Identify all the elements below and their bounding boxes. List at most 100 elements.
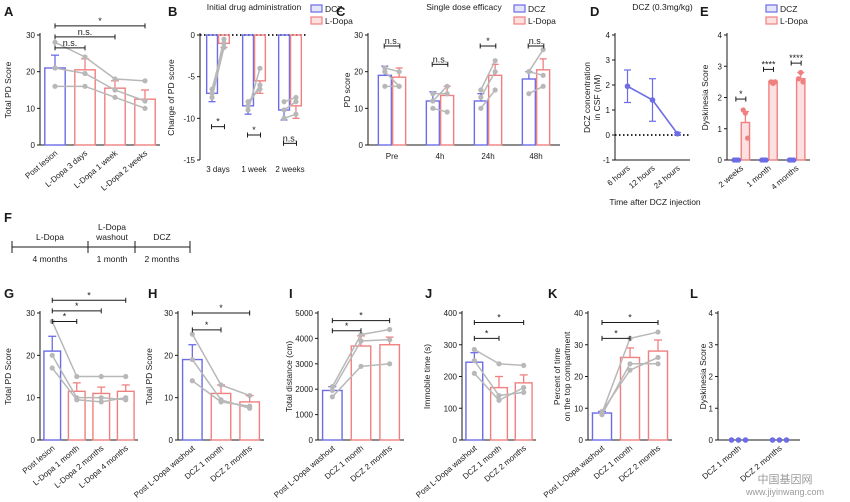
L-y-tick-label: 2 <box>709 373 714 382</box>
F-phase-label: DCZ <box>153 232 170 242</box>
A-y-tick-label: 10 <box>26 104 35 113</box>
A-y-axis-label: Total PD Score <box>3 61 13 118</box>
E-y-tick-label: 1 <box>718 125 723 134</box>
J-y-tick-label: 400 <box>444 309 458 318</box>
A-individual-point <box>82 70 88 77</box>
B-individual-point <box>293 99 299 105</box>
H-y-tick-label: 30 <box>164 309 173 318</box>
C-bar-dcz <box>521 78 537 146</box>
K-significance-label: * <box>628 313 632 323</box>
H-individual-point <box>189 378 195 384</box>
L-panel-letter: L <box>690 286 698 301</box>
E-data-point-ldopa <box>744 135 751 141</box>
B-category-label: 2 weeks <box>275 165 304 174</box>
B-y-axis-label: Change of PD score <box>166 59 176 136</box>
D-title: DCZ (0.3mg/kg) <box>632 2 693 12</box>
G-individual-point <box>98 399 104 405</box>
G-panel-letter: G <box>4 286 14 301</box>
A-individual-point <box>52 83 58 89</box>
J-individual-point <box>496 397 502 403</box>
legend-b-dcz-label: DCZ <box>325 4 342 14</box>
I-individual-point <box>358 338 364 344</box>
G-y-tick-label: 30 <box>26 309 35 318</box>
I-y-tick-label: 3000 <box>295 360 313 369</box>
C-bar-ldopa <box>439 94 455 146</box>
K-y-axis-label: Percent of time <box>552 348 562 405</box>
E-data-point-dcz <box>735 157 742 163</box>
J-y-tick-label: 300 <box>444 341 458 350</box>
H-significance-label: * <box>205 320 209 330</box>
G-individual-point <box>74 397 80 403</box>
B-bar-dcz <box>277 34 291 111</box>
B-individual-line <box>211 43 225 90</box>
G-significance-label: * <box>87 290 91 300</box>
E-category-label: 4 months <box>769 164 800 192</box>
G-individual-point <box>123 395 129 401</box>
legend-b: DCZ L-Dopa <box>310 4 353 26</box>
H-individual-point <box>189 356 195 363</box>
G-individual-point <box>123 373 129 380</box>
B-bar-ldopa <box>253 34 267 82</box>
J-individual-point <box>521 389 527 395</box>
B-y-tick-label: 0 <box>191 31 196 40</box>
A-individual-point <box>142 105 148 111</box>
A-individual-line <box>54 41 146 82</box>
E-significance-label: * <box>739 89 743 99</box>
L-category-label: DCZ 1 month <box>701 444 743 481</box>
H-y-tick-label: 0 <box>169 436 174 445</box>
G-y-tick-label: 10 <box>26 394 35 403</box>
I-y-axis-label: Total distance (cm) <box>284 341 294 412</box>
watermark-line-1: 中国基因网 <box>758 473 813 486</box>
D-data-point <box>649 97 656 103</box>
C-panel-letter: C <box>336 4 346 19</box>
legend-c-ldopa-label: L-Dopa <box>528 16 556 26</box>
C-individual-line <box>480 89 496 109</box>
K-y-tick-label: 20 <box>574 373 583 382</box>
C-individual-point <box>382 69 388 75</box>
C-y-tick-label: 10 <box>354 104 363 113</box>
H-individual-point <box>218 399 224 405</box>
B-category-label: 1 week <box>241 165 267 174</box>
C-individual-point <box>430 105 436 111</box>
C-individual-point <box>430 98 436 104</box>
I-individual-point <box>358 331 364 338</box>
legend-c-ldopa-swatch <box>513 16 526 25</box>
F-phase-label: L-Dopa <box>98 222 126 232</box>
H-y-tick-label: 20 <box>164 351 173 360</box>
C-individual-point <box>526 91 532 97</box>
E-category-label: 2 weeks <box>717 164 745 190</box>
E-significance-label: **** <box>789 53 804 63</box>
E-bar-ldopa <box>795 78 806 161</box>
L-y-axis-label: Dyskinesia Score <box>698 343 708 409</box>
C-individual-line <box>432 85 448 102</box>
H-y-axis-label: Total PD Score <box>144 348 154 405</box>
C-significance-label: * <box>486 36 490 46</box>
legend-c-dcz-swatch <box>513 4 526 13</box>
J-significance-label: * <box>485 328 489 338</box>
C-individual-point <box>478 105 484 111</box>
J-y-tick-label: 200 <box>444 373 458 382</box>
C-bar-ldopa <box>487 74 503 146</box>
J-y-axis-label: Immobile time (s) <box>422 344 432 409</box>
G-individual-line <box>51 354 126 401</box>
B-individual-point <box>257 82 263 88</box>
E-y-tick-label: 0 <box>718 156 723 165</box>
E-significance-label: **** <box>761 59 776 69</box>
E-bar-ldopa <box>740 121 751 161</box>
A-individual-line <box>55 85 146 110</box>
B-individual-point <box>257 65 263 71</box>
B-panel-letter: B <box>168 4 177 19</box>
K-y-tick-label: 0 <box>579 436 584 445</box>
A-individual-point <box>142 78 148 84</box>
C-category-label: Pre <box>386 152 399 161</box>
E-data-point-ldopa <box>742 110 748 116</box>
E-data-point-ldopa <box>798 69 804 76</box>
F-phase-duration: 2 months <box>145 254 180 264</box>
legend-c: DCZ L-Dopa <box>513 4 556 26</box>
J-y-tick-label: 100 <box>444 404 458 413</box>
D-y-axis-label: in CSF (nM) <box>592 74 602 120</box>
legend-e-dcz-swatch <box>765 4 778 13</box>
legend-b-ldopa-label: L-Dopa <box>325 16 353 26</box>
